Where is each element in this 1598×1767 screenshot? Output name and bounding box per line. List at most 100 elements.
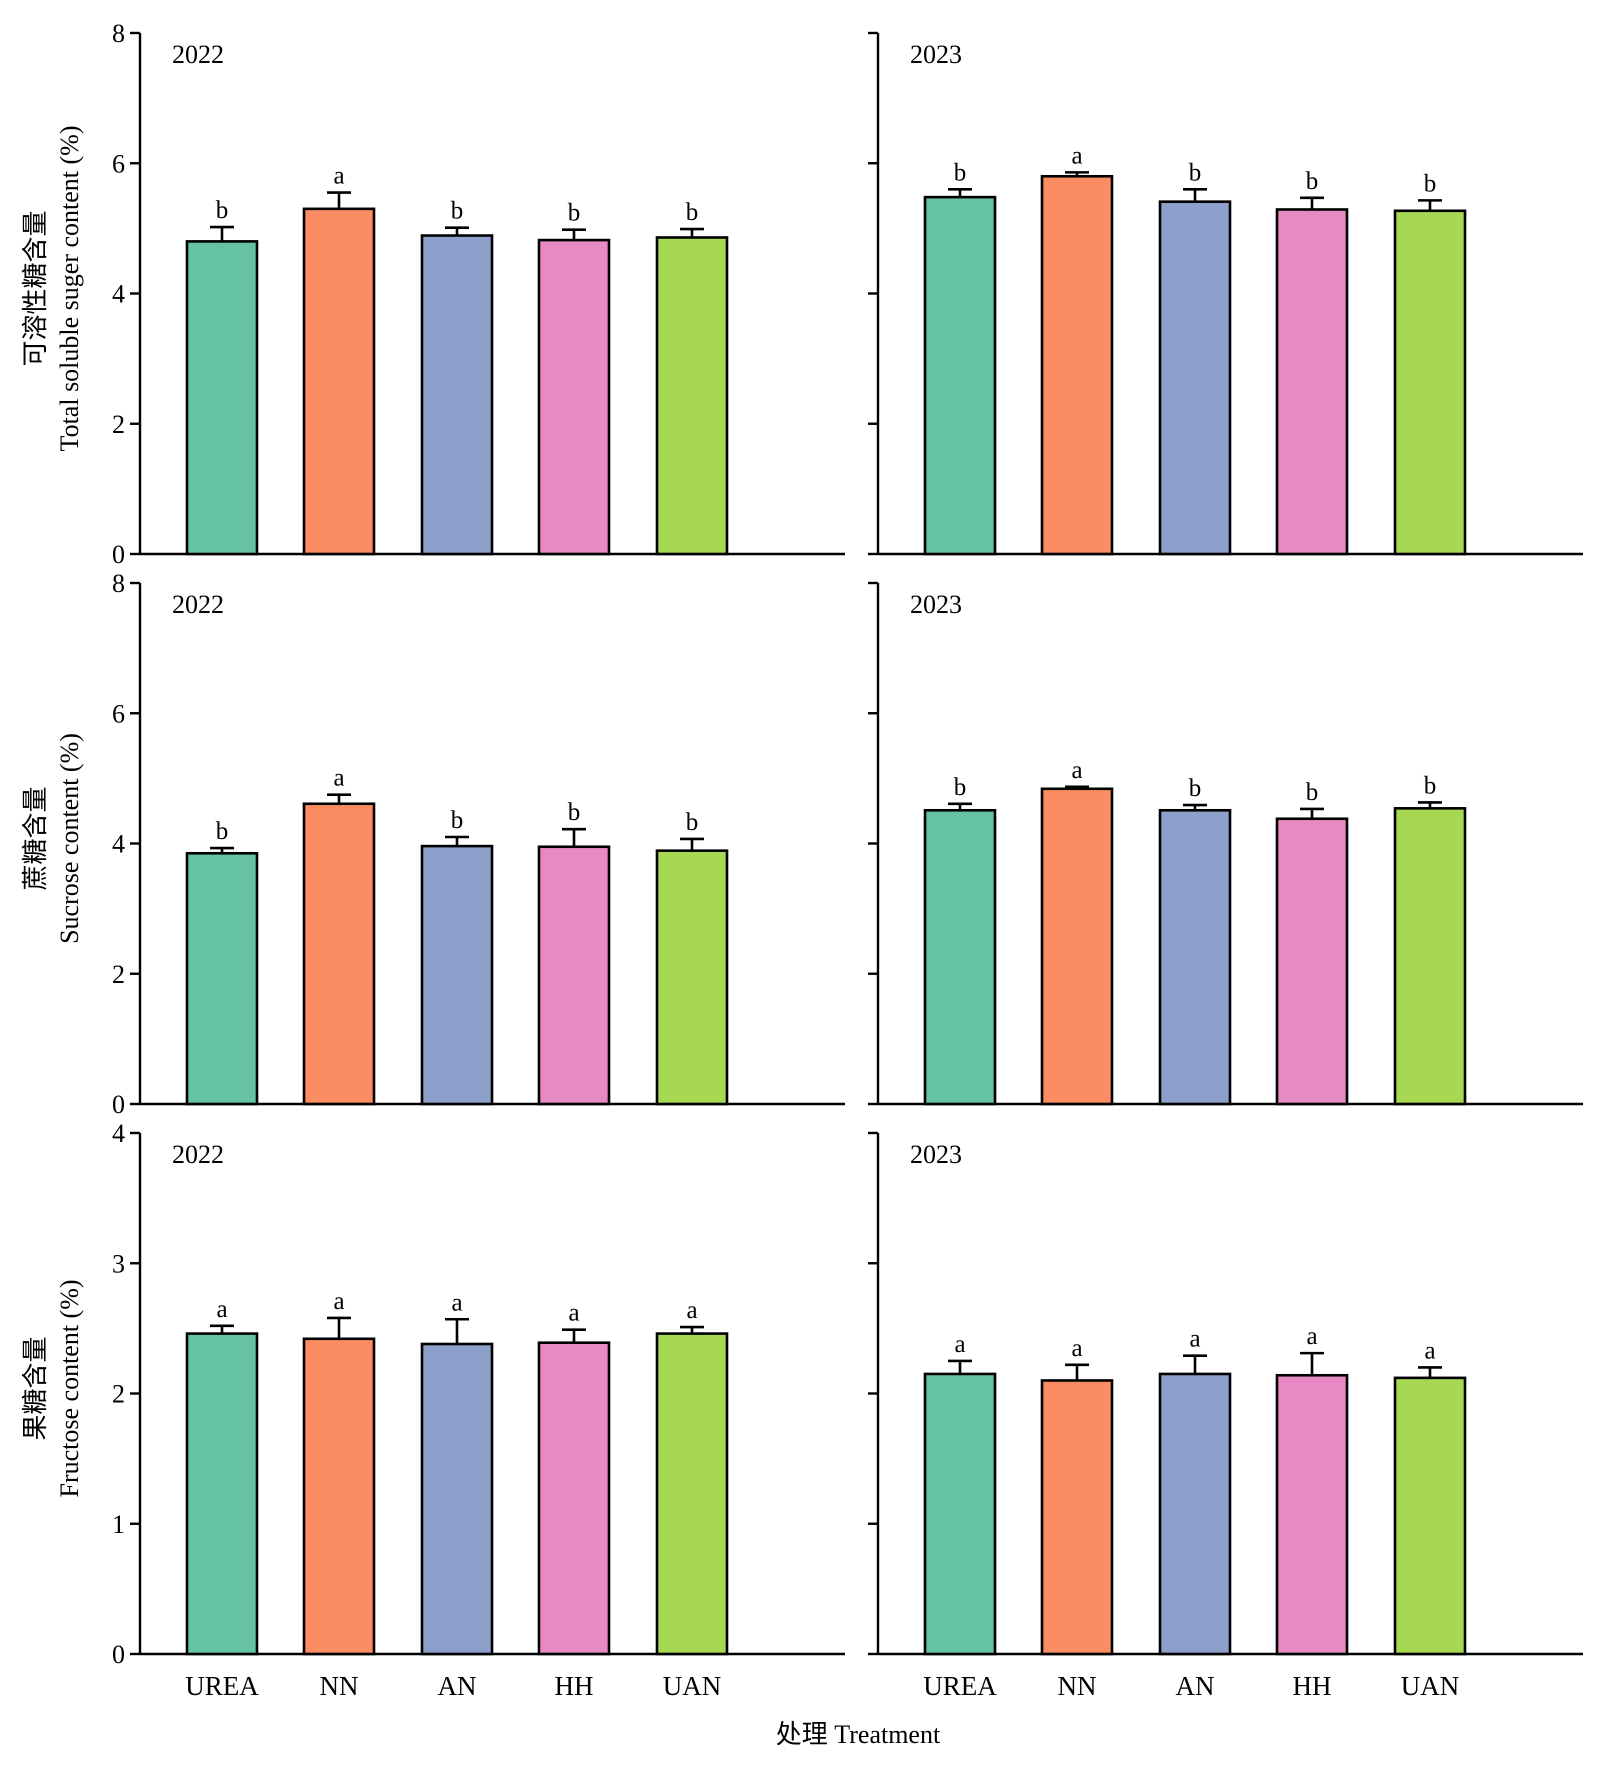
significance-letter: b bbox=[686, 199, 699, 226]
significance-letter: b bbox=[1306, 168, 1319, 195]
bar-an bbox=[1158, 1372, 1232, 1656]
panel-year-label: 2023 bbox=[910, 40, 962, 69]
bar-uan bbox=[1393, 807, 1467, 1106]
significance-letter: a bbox=[686, 1297, 697, 1324]
bar-uan bbox=[1393, 209, 1467, 556]
y-tick-label: 4 bbox=[112, 830, 125, 859]
significance-letter: b bbox=[568, 200, 581, 227]
panel-2023-row3: 2023 a UREA a NN a AN a HH a UAN bbox=[868, 1131, 1583, 1701]
bar-nn bbox=[302, 802, 376, 1106]
bar-an bbox=[420, 234, 494, 556]
x-tick-label-uan: UAN bbox=[663, 1671, 722, 1701]
panel-year-label: 2023 bbox=[910, 590, 962, 619]
panel-year-label: 2023 bbox=[910, 1140, 962, 1169]
significance-letter: b bbox=[451, 198, 464, 225]
y-axis-title-en: Fructose content (%) bbox=[55, 1279, 84, 1497]
x-tick-label-an: AN bbox=[1176, 1671, 1215, 1701]
significance-letter: a bbox=[1071, 1335, 1082, 1362]
bar-uan bbox=[655, 236, 729, 556]
bar-an bbox=[1158, 200, 1232, 556]
significance-letter: b bbox=[216, 197, 229, 224]
panel-2022-row1: 0 2 4 6 8 2022 b a b b b 可溶性糖含量 Total soluble suger … bbox=[21, 19, 845, 569]
bar-uan bbox=[655, 849, 729, 1106]
y-axis-title-en: Total soluble suger content (%) bbox=[55, 126, 84, 452]
significance-letter: a bbox=[1071, 142, 1082, 169]
significance-letter: a bbox=[333, 163, 344, 190]
significance-letter: b bbox=[954, 159, 967, 186]
y-tick-label: 2 bbox=[112, 960, 125, 989]
x-tick-label-hh: HH bbox=[1293, 1671, 1332, 1701]
panel-2022-row2: 0 2 4 6 8 2022 b a b b b 蔗糖含量 Sucrose content (%) bbox=[21, 569, 845, 1119]
y-tick-label: 6 bbox=[112, 149, 125, 178]
bar-hh bbox=[1275, 208, 1349, 556]
panel-2023-row1: 2023 b a b b b bbox=[868, 31, 1583, 556]
x-axis-title: 处理 Treatment bbox=[776, 1720, 941, 1749]
significance-letter: b bbox=[216, 818, 229, 845]
bar-nn bbox=[1040, 787, 1114, 1106]
y-tick-label: 0 bbox=[112, 540, 125, 569]
significance-letter: a bbox=[333, 765, 344, 792]
bar-an bbox=[1158, 808, 1232, 1106]
significance-letter: b bbox=[568, 799, 581, 826]
bar-hh bbox=[537, 238, 611, 556]
significance-letter: a bbox=[954, 1331, 965, 1358]
significance-letter: b bbox=[1424, 772, 1437, 799]
significance-letter: a bbox=[216, 1296, 227, 1323]
panel-year-label: 2022 bbox=[172, 40, 224, 69]
bar-an bbox=[420, 1342, 494, 1656]
x-tick-label-urea: UREA bbox=[185, 1671, 259, 1701]
significance-letter: b bbox=[954, 774, 967, 801]
bar-urea bbox=[923, 808, 997, 1106]
bar-urea bbox=[185, 851, 259, 1106]
bar-nn bbox=[1040, 1379, 1114, 1656]
x-tick-label-urea: UREA bbox=[923, 1671, 997, 1701]
x-tick-label-uan: UAN bbox=[1401, 1671, 1460, 1701]
bar-hh bbox=[1275, 817, 1349, 1106]
y-tick-label: 3 bbox=[112, 1249, 125, 1278]
bar-hh bbox=[537, 845, 611, 1106]
bar-uan bbox=[655, 1332, 729, 1656]
significance-letter: a bbox=[451, 1289, 462, 1316]
bar-hh bbox=[1275, 1373, 1349, 1656]
bar-urea bbox=[185, 1332, 259, 1656]
significance-letter: b bbox=[1306, 779, 1319, 806]
bar-an bbox=[420, 844, 494, 1106]
x-tick-label-an: AN bbox=[438, 1671, 477, 1701]
x-tick-label-nn: NN bbox=[1058, 1671, 1097, 1701]
panel-2023-row2: 2023 b a b b b bbox=[868, 581, 1583, 1106]
y-tick-label: 6 bbox=[112, 699, 125, 728]
bar-hh bbox=[537, 1341, 611, 1656]
significance-letter: b bbox=[1189, 159, 1202, 186]
y-tick-label: 2 bbox=[112, 1380, 125, 1409]
y-tick-label: 8 bbox=[112, 569, 125, 598]
y-tick-label: 2 bbox=[112, 410, 125, 439]
y-axis-title-cn: 蔗糖含量 bbox=[21, 786, 50, 890]
y-axis-title-cn: 果糖含量 bbox=[21, 1336, 50, 1440]
panel-year-label: 2022 bbox=[172, 1140, 224, 1169]
x-tick-label-nn: NN bbox=[320, 1671, 359, 1701]
bar-urea bbox=[923, 1372, 997, 1656]
significance-letter: a bbox=[1424, 1337, 1435, 1364]
bar-uan bbox=[1393, 1376, 1467, 1656]
panels: 0 2 4 6 8 2022 b a b b b 可溶性糖含量 Total soluble suger … bbox=[21, 19, 1583, 1701]
y-tick-label: 1 bbox=[112, 1510, 125, 1539]
significance-letter: b bbox=[451, 807, 464, 834]
significance-letter: b bbox=[1189, 775, 1202, 802]
significance-letter: a bbox=[1189, 1326, 1200, 1353]
panel-year-label: 2022 bbox=[172, 590, 224, 619]
bar-nn bbox=[302, 207, 376, 556]
y-tick-label: 0 bbox=[112, 1090, 125, 1119]
significance-letter: a bbox=[568, 1300, 579, 1327]
significance-letter: a bbox=[1306, 1323, 1317, 1350]
significance-letter: b bbox=[686, 809, 699, 836]
significance-letter: b bbox=[1424, 170, 1437, 197]
y-tick-label: 4 bbox=[112, 280, 125, 309]
y-tick-label: 0 bbox=[112, 1640, 125, 1669]
y-tick-label: 8 bbox=[112, 19, 125, 48]
bar-nn bbox=[1040, 174, 1114, 556]
bar-nn bbox=[302, 1337, 376, 1656]
y-axis-title-en: Sucrose content (%) bbox=[55, 733, 84, 944]
x-tick-label-hh: HH bbox=[555, 1671, 594, 1701]
bar-urea bbox=[923, 195, 997, 556]
